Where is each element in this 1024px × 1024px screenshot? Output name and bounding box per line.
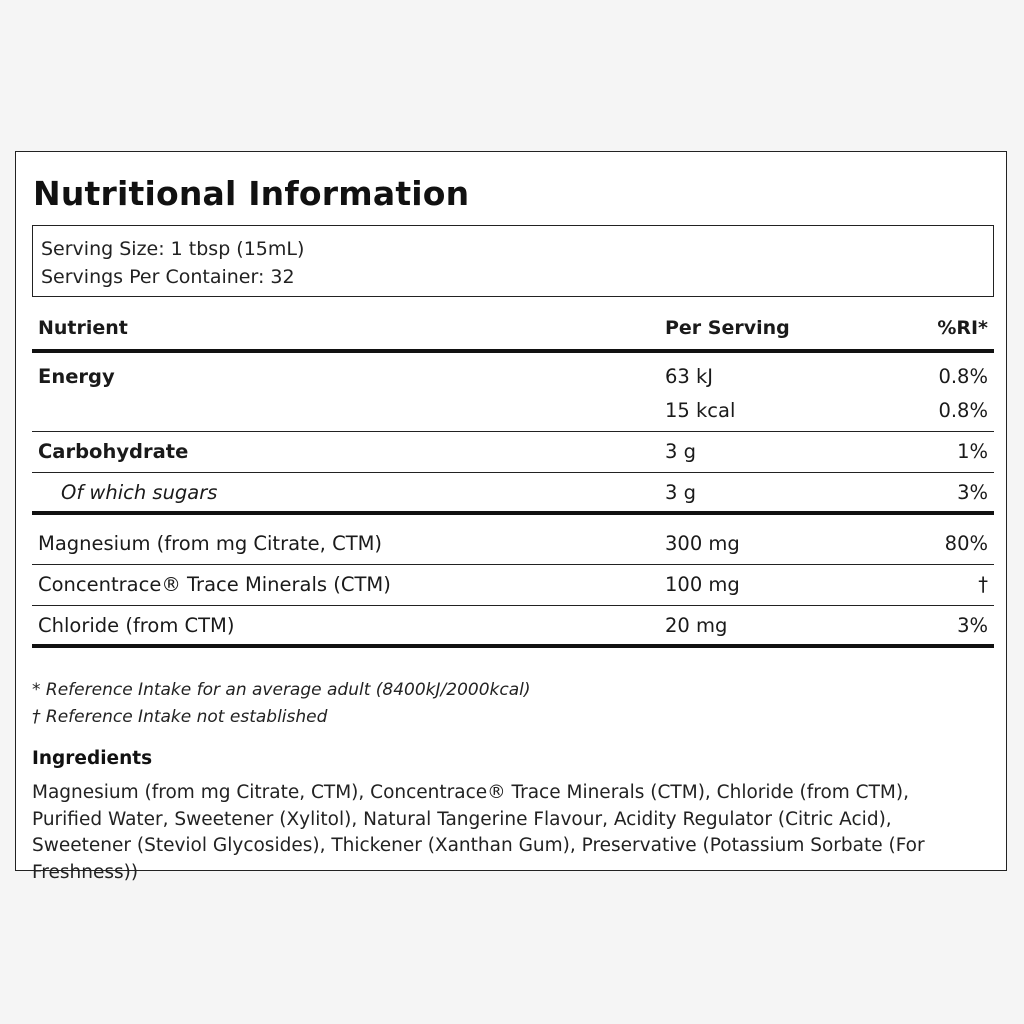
table-row: Magnesium (from mg Citrate, CTM) 300 mg … xyxy=(32,515,994,565)
header-ri: %RI* xyxy=(937,317,988,339)
serving-size: Serving Size: 1 tbsp (15mL) xyxy=(41,238,305,260)
nutrient-name: Magnesium (from mg Citrate, CTM) xyxy=(38,532,383,555)
ri-value: 3% xyxy=(957,614,988,637)
ri-value: 0.8% xyxy=(938,399,988,422)
per-serving-value: 20 mg xyxy=(665,614,728,637)
servings-per-container: Servings Per Container: 32 xyxy=(41,266,295,288)
per-serving-value: 3 g xyxy=(665,481,696,504)
table-row: Of which sugars 3 g 3% xyxy=(32,473,994,515)
per-serving-value: 63 kJ xyxy=(665,365,714,388)
page-title: Nutritional Information xyxy=(33,174,470,213)
footnotes: * Reference Intake for an average adult … xyxy=(32,677,531,731)
table-row: Concentrace® Trace Minerals (CTM) 100 mg… xyxy=(32,565,994,606)
table-row: Carbohydrate 3 g 1% xyxy=(32,432,994,473)
serving-info-box: Serving Size: 1 tbsp (15mL) Servings Per… xyxy=(32,225,994,297)
nutrient-name: Energy xyxy=(38,365,115,388)
nutrient-name: Chloride (from CTM) xyxy=(38,614,235,637)
ri-value: 80% xyxy=(944,532,988,555)
nutrition-table: Nutrient Per Serving %RI* Energy 63 kJ 0… xyxy=(32,310,994,648)
nutrition-panel: Nutritional Information Serving Size: 1 … xyxy=(15,151,1007,883)
table-row: 15 kcal 0.8% xyxy=(32,393,994,432)
per-serving-value: 15 kcal xyxy=(665,399,736,422)
per-serving-value: 3 g xyxy=(665,440,696,463)
table-row: Energy 63 kJ 0.8% xyxy=(32,353,994,393)
nutrient-name: Carbohydrate xyxy=(38,440,189,463)
nutrient-name: Of which sugars xyxy=(61,481,218,504)
per-serving-value: 100 mg xyxy=(665,573,740,596)
footnote-ri: * Reference Intake for an average adult … xyxy=(32,680,531,700)
nutrient-name: Concentrace® Trace Minerals (CTM) xyxy=(38,573,391,596)
ingredients-heading: Ingredients xyxy=(32,748,153,769)
header-per-serving: Per Serving xyxy=(665,317,790,339)
ri-value: 0.8% xyxy=(938,365,988,388)
ri-value: 3% xyxy=(957,481,988,504)
table-row: Chloride (from CTM) 20 mg 3% xyxy=(32,606,994,648)
per-serving-value: 300 mg xyxy=(665,532,740,555)
table-header-row: Nutrient Per Serving %RI* xyxy=(32,310,994,353)
ingredients-list: Magnesium (from mg Citrate, CTM), Concen… xyxy=(32,782,925,883)
ri-value: † xyxy=(978,573,988,596)
ri-value: 1% xyxy=(957,440,988,463)
header-nutrient: Nutrient xyxy=(38,317,128,339)
footnote-not-established: † Reference Intake not established xyxy=(32,707,328,727)
